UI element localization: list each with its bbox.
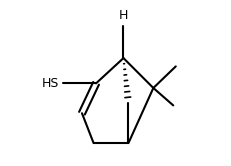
Text: HS: HS <box>41 77 58 90</box>
Text: H: H <box>118 9 128 22</box>
